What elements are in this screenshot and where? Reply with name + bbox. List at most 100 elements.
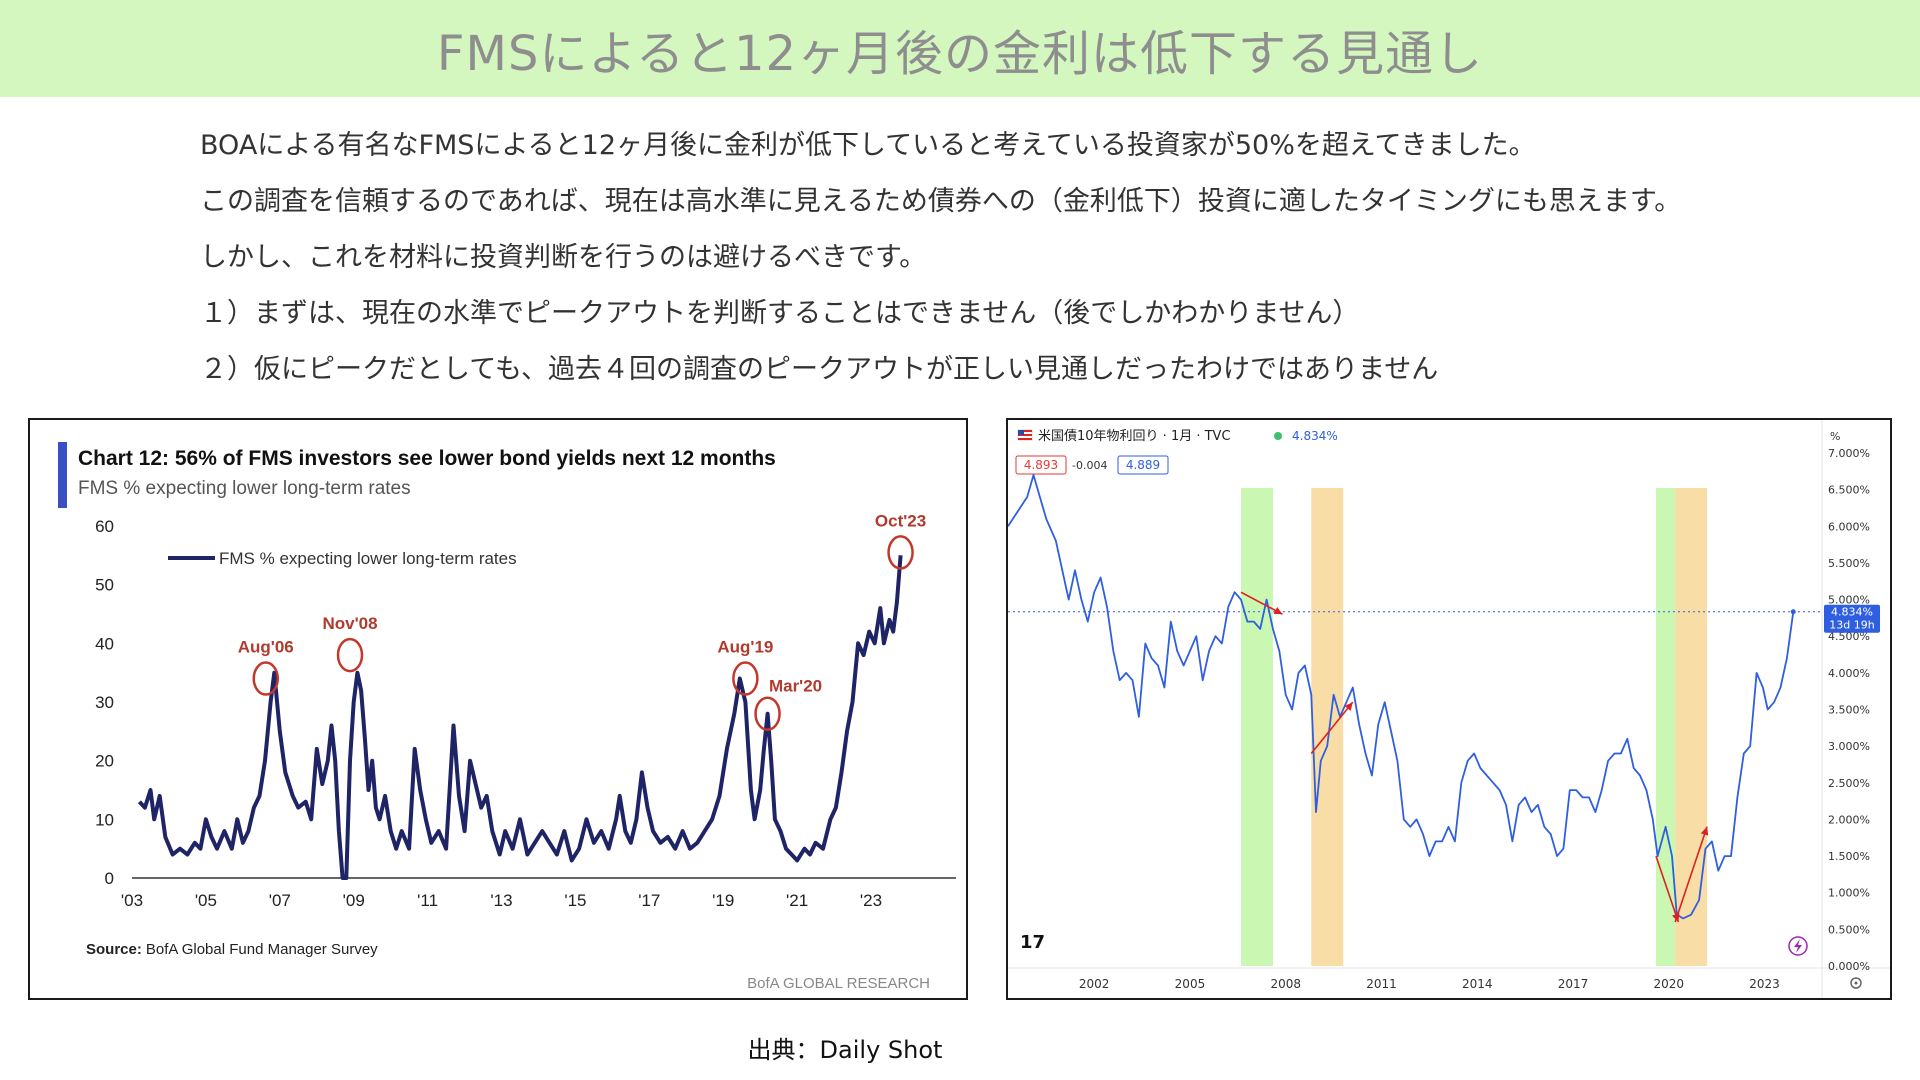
header-bar: FMSによると12ヶ月後の金利は低下する見通し: [0, 0, 1920, 97]
peak-label: Aug'19: [717, 638, 773, 657]
arrow-head: [1273, 606, 1283, 615]
y-tick-label: 60: [95, 517, 114, 536]
y-tick-label: 4.000%: [1828, 667, 1870, 680]
y-axis: 0 10 20 30 40 50 60: [95, 517, 114, 888]
highlight-bands: [1241, 488, 1708, 966]
chart-title: Chart 12: 56% of FMS investors see lower…: [78, 447, 776, 470]
y-tick-label: 6.000%: [1828, 520, 1870, 533]
peak-label: Oct'23: [875, 511, 926, 530]
chart-subtitle: FMS % expecting lower long-term rates: [78, 478, 411, 499]
x-tick-label: 2014: [1462, 977, 1493, 991]
paragraph: しかし、これを材料に投資判断を行うのは避けるべきです。: [200, 242, 927, 273]
y-tick-label: 10: [95, 810, 114, 829]
arrow-head: [1344, 702, 1353, 711]
x-tick-label: '19: [712, 891, 734, 910]
paragraph: この調査を信頼するのであれば、現在は高水準に見えるため債券への（金利低下）投資に…: [200, 186, 1682, 217]
peak-circle: [336, 637, 364, 673]
paragraph: BOAによる有名なFMSによると12ヶ月後に金利が低下していると考えている投資家…: [200, 130, 1536, 161]
y-tick-label: 5.500%: [1828, 557, 1870, 570]
x-axis: '03 '05 '07 '09 '11 '13 '15 '17 '19 '21 '23: [121, 891, 882, 910]
fms-chart-panel: Chart 12: 56% of FMS investors see lower…: [28, 418, 968, 1000]
y-tick-label: 1.500%: [1828, 850, 1870, 863]
flag-icon: [1017, 429, 1033, 441]
y-tick-label: 30: [95, 693, 114, 712]
unit-label: %: [1830, 430, 1840, 443]
highlight-band: [1311, 488, 1344, 966]
price-tag-countdown: 13d 19h: [1829, 619, 1874, 632]
x-tick-label: '09: [343, 891, 365, 910]
title-accent-bar: [58, 442, 67, 508]
peak-label: Mar'20: [769, 677, 822, 696]
peak-circle: [754, 696, 781, 731]
open-box: [1015, 455, 1067, 475]
last-value: 4.834%: [1292, 429, 1338, 443]
x-tick-label: 2017: [1558, 977, 1589, 991]
yield-chart-panel: 米国債10年物利回り · 1月 · TVC 4.834% 4.893 -0.00…: [1006, 418, 1892, 1000]
ohlc-close: 4.889: [1126, 458, 1160, 472]
peak-circle: [887, 535, 914, 570]
y-tick-label: 3.000%: [1828, 740, 1870, 753]
trend-arrow: [1310, 701, 1354, 754]
peak-label: Aug'06: [238, 638, 294, 657]
price-tag-value: 4.834%: [1831, 606, 1873, 619]
x-tick-label: '07: [269, 891, 291, 910]
y-tick-label: 4.500%: [1828, 630, 1870, 643]
x-tick-label: '05: [195, 891, 217, 910]
y-tick-label: 20: [95, 752, 114, 771]
x-tick-label: 2008: [1270, 977, 1301, 991]
x-tick-label: '15: [564, 891, 586, 910]
fms-chart: Chart 12: 56% of FMS investors see lower…: [58, 442, 956, 992]
paragraph: ２）仮にピークだとしても、過去４回の調査のピークアウトが正しい見通しだったわけで…: [200, 354, 1439, 385]
x-tick-label: 2002: [1079, 977, 1110, 991]
y-tick-label: 3.500%: [1828, 704, 1870, 717]
paragraph: １）まずは、現在の水準でピークアウトを判断することはできません（後でしかわかりま…: [200, 298, 1360, 329]
lightning-icon[interactable]: [1788, 936, 1808, 956]
peak-label: Nov'08: [322, 614, 377, 633]
y-tick-label: 40: [95, 634, 114, 653]
highlight-band: [1675, 488, 1708, 966]
trend-arrow: [1674, 826, 1708, 923]
last-point: [1790, 609, 1796, 615]
trend-arrows: [1240, 591, 1709, 923]
page-title: FMSによると12ヶ月後の金利は低下する見通し: [436, 25, 1484, 82]
ohlc-open: 4.893: [1024, 458, 1058, 472]
market-status-dot: [1274, 432, 1282, 440]
y-tick-label: 0: [105, 869, 114, 888]
source-text: Source: BofA Global Fund Manager Survey: [86, 941, 378, 958]
x-tick-label: 2020: [1654, 977, 1685, 991]
settings-icon[interactable]: [1850, 977, 1862, 989]
peak-annotations: Aug'06 Nov'08 Aug'19 Mar'20 Oct'23: [238, 511, 926, 731]
x-tick-label: 2005: [1175, 977, 1206, 991]
x-tick-label: '21: [786, 891, 808, 910]
highlight-band: [1656, 488, 1676, 966]
yield-chart: 米国債10年物利回り · 1月 · TVC 4.834% 4.893 -0.00…: [1008, 420, 1890, 998]
highlight-band: [1241, 488, 1273, 966]
y-tick-label: 2.500%: [1828, 777, 1870, 790]
y-tick-label: 50: [95, 576, 114, 595]
x-tick-label: '11: [417, 891, 438, 910]
x-tick-label: '13: [490, 891, 512, 910]
symbol-title[interactable]: 米国債10年物利回り · 1月 · TVC: [1038, 429, 1231, 444]
watermark: BofA GLOBAL RESEARCH: [747, 975, 930, 992]
x-tick-label: '23: [860, 891, 882, 910]
y-tick-label: 1.000%: [1828, 887, 1870, 900]
y-tick-label: 5.000%: [1828, 594, 1870, 607]
y-tick-label: 2.000%: [1828, 813, 1870, 826]
y-tick-label: 0.000%: [1828, 960, 1870, 973]
source-caption: 出典：Daily Shot: [747, 1036, 943, 1064]
tradingview-logo[interactable]: 17: [1020, 932, 1045, 953]
body-text: BOAによる有名なFMSによると12ヶ月後に金利が低下していると考えている投資家…: [200, 118, 1880, 398]
y-tick-label: 6.500%: [1828, 484, 1870, 497]
x-tick-label: '17: [638, 891, 660, 910]
y-tick-label: 7.000%: [1828, 447, 1870, 460]
ohlc-change: -0.004: [1072, 459, 1107, 472]
peak-circle: [252, 661, 280, 696]
y-axis[interactable]: 0.000% 0.500% 1.000% 1.500% 2.000% 2.500% 3.00…: [1828, 447, 1870, 973]
legend-label: FMS % expecting lower long-term rates: [219, 549, 517, 568]
arrow-head: [1700, 826, 1709, 836]
peak-circle: [732, 661, 759, 696]
x-axis[interactable]: 2002 2005 2008 2011 2014 2017 2020 2023: [1079, 977, 1780, 991]
price-tag: 4.834% 13d 19h: [1824, 604, 1880, 633]
trend-arrow: [1655, 855, 1680, 923]
x-tick-label: 2023: [1749, 977, 1780, 991]
